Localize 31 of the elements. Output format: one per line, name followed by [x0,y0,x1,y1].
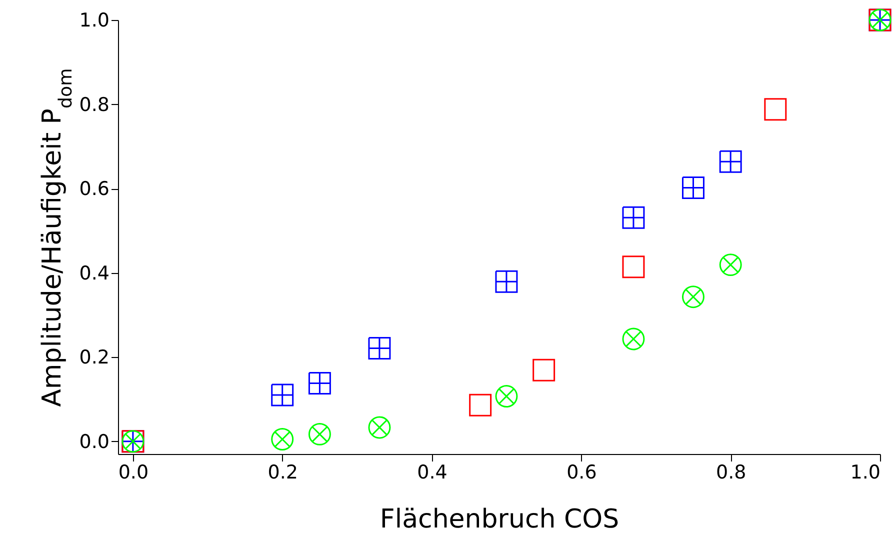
point [764,98,787,121]
point [622,328,645,350]
x-tick-label: 0.6 [566,462,597,484]
point [719,254,742,276]
point [495,270,518,293]
y-tick-label: 0.2 [79,346,110,369]
x-tick-label: 0.8 [716,462,746,484]
y-tick-label: 0.8 [79,94,110,116]
point [271,428,294,450]
x-tick-label: 0.4 [417,462,448,484]
x-tick-label: 0.2 [268,462,298,484]
point [719,150,742,173]
point [368,416,391,439]
point [495,385,518,408]
point [469,394,492,416]
y-tick-label: 1.0 [79,10,110,32]
y-tick-label: 0.4 [79,262,110,284]
point [271,384,294,406]
x-axis-title: Flächenbruch COS [380,504,620,534]
point [308,422,331,446]
point [622,256,645,278]
y-tick-label: 0.6 [79,178,110,200]
point [622,206,645,229]
point [532,358,556,382]
point [682,286,704,308]
point [682,176,704,199]
x-tick-label: 1.0 [850,462,880,484]
y-tick-label: 0.0 [79,430,110,453]
point [308,372,331,394]
point [368,337,391,360]
x-tick-label: 0.0 [118,462,149,484]
